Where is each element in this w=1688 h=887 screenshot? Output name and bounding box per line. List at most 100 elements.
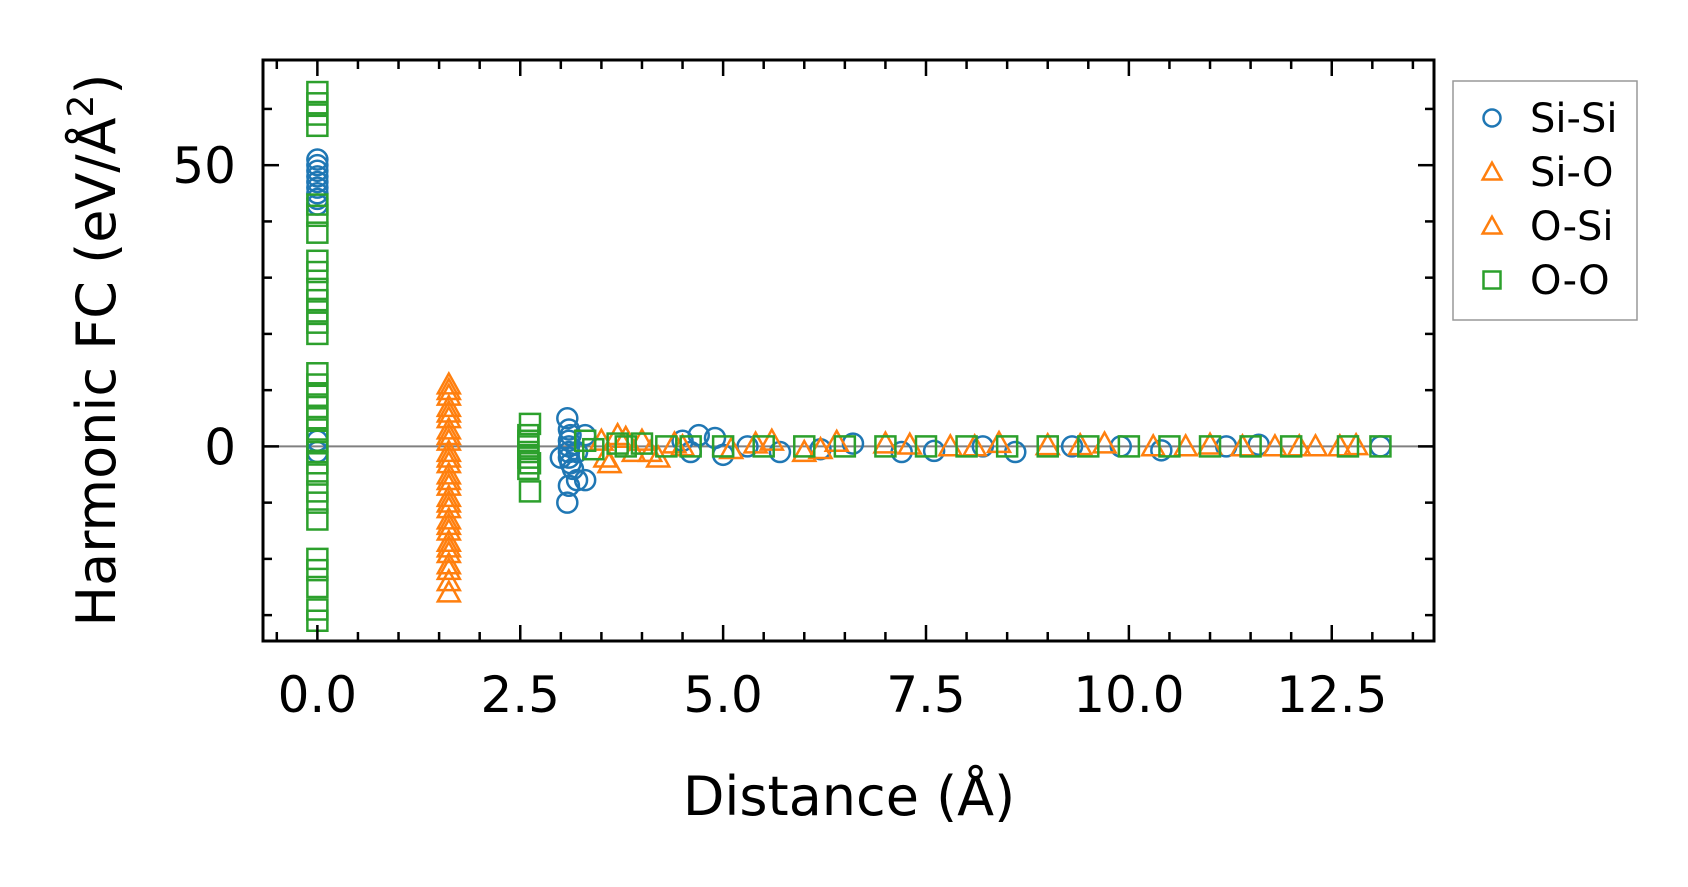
- data-point: [793, 435, 816, 458]
- legend: Si-Si Si-O O-Si O-O: [1452, 80, 1638, 321]
- data-point: [306, 204, 329, 228]
- data-point: [1336, 435, 1360, 458]
- data-point: [435, 421, 462, 446]
- data-point: [914, 435, 938, 458]
- x-tick-label: 10.0: [1073, 666, 1184, 724]
- data-point: [1326, 432, 1353, 457]
- data-point: [306, 463, 329, 486]
- data-point: [435, 404, 462, 429]
- data-point: [1060, 435, 1084, 458]
- data-point: [435, 393, 462, 418]
- data-point: [306, 176, 329, 199]
- plot-frame: [261, 58, 1436, 643]
- data-point: [556, 491, 579, 514]
- legend-item-o-o: O-O: [1482, 258, 1610, 304]
- data-point: [435, 399, 462, 423]
- data-point: [833, 435, 857, 458]
- data-point: [435, 534, 462, 558]
- axis-ticks: [263, 60, 1434, 641]
- data-point: [518, 480, 542, 503]
- data-point: [592, 444, 619, 468]
- data-point: [573, 468, 597, 492]
- data-point: [435, 382, 462, 406]
- legend-triangle-icon: [1480, 214, 1504, 235]
- x-tick-label: 12.5: [1276, 666, 1387, 724]
- data-point: [872, 430, 899, 454]
- legend-item-si-si: Si-Si: [1482, 96, 1617, 142]
- data-point: [549, 446, 573, 469]
- legend-label: Si-O: [1530, 150, 1614, 196]
- data-point: [582, 437, 605, 461]
- x-axis-label: Distance (Å): [683, 764, 1015, 828]
- data-point: [1117, 435, 1141, 458]
- data-point: [823, 428, 850, 452]
- data-point: [517, 457, 540, 481]
- y-tick-label: 0: [204, 418, 236, 476]
- data-point: [718, 435, 745, 460]
- data-point: [435, 370, 462, 395]
- data-point: [435, 427, 462, 451]
- data-point: [742, 430, 769, 454]
- x-tick-labels: 0.0 2.5 5.0 7.5 10.0 12.5: [278, 666, 1388, 724]
- data-point: [435, 517, 462, 541]
- data-point: [435, 579, 462, 603]
- legend-item-o-si: O-Si: [1480, 204, 1614, 250]
- data-point: [435, 472, 462, 496]
- data-points: [306, 80, 1392, 633]
- y-axis-label: Harmonic FC (eV/Å2): [61, 74, 128, 627]
- data-point: [922, 439, 946, 463]
- y-tick-label: 50: [172, 137, 236, 195]
- data-point: [1239, 435, 1262, 458]
- data-point: [435, 460, 462, 485]
- data-point: [1158, 435, 1181, 458]
- data-point: [1302, 432, 1329, 457]
- data-point: [614, 435, 637, 458]
- data-point: [435, 511, 462, 536]
- data-point: [435, 415, 462, 440]
- data-point: [306, 491, 329, 514]
- y-tick-labels: 0 50: [172, 137, 236, 476]
- data-point: [752, 435, 775, 458]
- legend-label: O-Si: [1530, 204, 1614, 250]
- data-point: [306, 114, 329, 138]
- data-point: [995, 435, 1019, 458]
- legend-circle-icon: [1482, 108, 1502, 128]
- legend-label: O-O: [1530, 258, 1610, 304]
- x-tick-label: 0.0: [278, 666, 358, 724]
- data-point: [1279, 435, 1303, 458]
- data-point: [1196, 431, 1224, 455]
- data-point: [1067, 431, 1094, 456]
- data-point: [573, 429, 597, 453]
- x-tick-label: 2.5: [480, 666, 560, 724]
- data-point: [435, 539, 462, 564]
- data-point: [985, 429, 1013, 454]
- data-point: [1036, 435, 1059, 458]
- data-point: [679, 435, 702, 458]
- data-point: [435, 489, 462, 513]
- legend-square-icon: [1482, 270, 1502, 290]
- data-point: [435, 556, 462, 581]
- data-point: [306, 221, 329, 244]
- legend-label: Si-Si: [1530, 96, 1617, 142]
- series-o-o: [306, 80, 1392, 633]
- data-point: [435, 466, 462, 491]
- data-point: [791, 438, 818, 463]
- data-point: [435, 376, 462, 401]
- data-point: [758, 427, 785, 451]
- data-point: [435, 505, 462, 530]
- data-point: [955, 435, 978, 458]
- data-point: [435, 483, 462, 508]
- data-point: [435, 438, 462, 463]
- data-point: [306, 170, 329, 194]
- data-point: [435, 550, 462, 575]
- data-point: [435, 449, 462, 474]
- data-point: [435, 567, 462, 592]
- data-point: [630, 432, 654, 455]
- data-point: [306, 575, 329, 599]
- legend-item-si-o: Si-O: [1480, 150, 1614, 196]
- data-point: [306, 558, 329, 582]
- x-tick-label: 5.0: [683, 666, 763, 724]
- data-point: [306, 260, 329, 284]
- data-point: [306, 159, 329, 183]
- data-point: [561, 457, 585, 481]
